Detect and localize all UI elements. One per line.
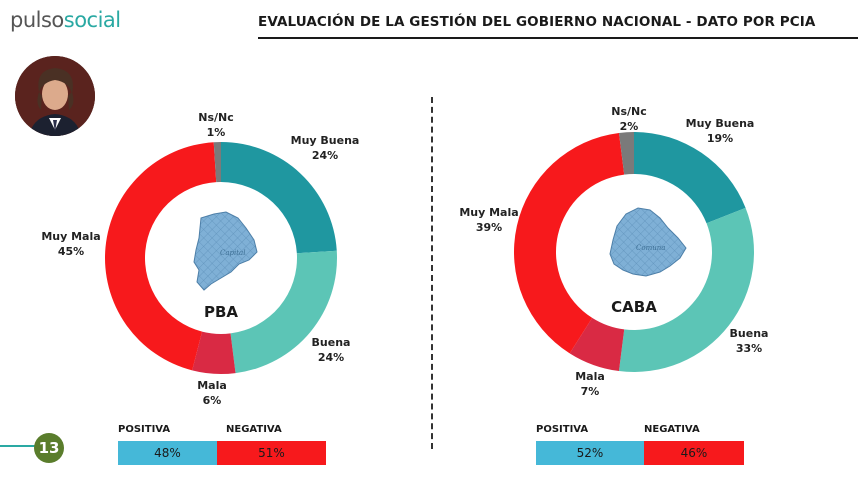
caba-slice-ns-nc: [618, 132, 634, 175]
page-number-line: [0, 445, 36, 447]
pba-value-buena: 24%: [318, 351, 344, 364]
pba-slice-mala: [192, 331, 236, 374]
caba-slice-buena: [618, 207, 754, 372]
caba-slice-mala: [569, 317, 625, 372]
pba-value-nsnc: 1%: [207, 126, 226, 139]
caba-city-map: [609, 207, 687, 277]
page-title: EVALUACIÓN DE LA GESTIÓN DEL GOBIERNO NA…: [258, 14, 816, 30]
caba-slice-muy-buena: [634, 132, 746, 224]
title-underline: [258, 37, 858, 39]
caba-center-label: CABA: [611, 298, 657, 316]
pba-value-muy-buena: 24%: [312, 149, 338, 162]
caba-map-label: Comuna: [636, 244, 665, 252]
chart-pba: Capital PBA Ns/Nc 1% Muy Buena 24% Muy M…: [41, 111, 359, 407]
caba-slice-muy-mala: [514, 132, 625, 354]
chart-caba: Comuna CABA Ns/Nc 2% Muy Buena 19% Muy M…: [459, 105, 768, 398]
caba-label-muy-buena: Muy Buena: [686, 117, 755, 130]
logo-word-social: social: [63, 8, 121, 32]
pba-label-mala: Mala: [197, 379, 227, 392]
page-number: 13: [34, 433, 64, 463]
caba-value-mala: 7%: [581, 385, 600, 398]
brand-logo: pulsosocial: [10, 8, 121, 32]
caba-negativa-heading: NEGATIVA: [644, 424, 700, 435]
caba-positiva-heading: POSITIVA: [536, 424, 589, 435]
pba-label-buena: Buena: [312, 336, 351, 349]
president-portrait: [15, 56, 95, 136]
caba-value-muy-buena: 19%: [707, 132, 733, 145]
pba-negativa-value: 51%: [217, 441, 326, 465]
pba-map-label: Capital: [220, 249, 245, 257]
caba-label-nsnc: Ns/Nc: [611, 105, 647, 118]
pba-slice-muy-mala: [104, 142, 217, 371]
pba-center-label: PBA: [204, 303, 238, 321]
pba-slice-ns-nc: [213, 142, 221, 183]
pba-positiva-heading: POSITIVA: [118, 424, 171, 435]
caba-value-buena: 33%: [736, 342, 762, 355]
caba-slices: [514, 132, 754, 372]
pba-label-muy-mala: Muy Mala: [41, 230, 100, 243]
pba-positiva-value: 48%: [118, 441, 217, 465]
pba-negativa-heading: NEGATIVA: [226, 424, 282, 435]
pba-slices: [104, 142, 337, 374]
caba-positiva-value: 52%: [536, 441, 644, 465]
caba-value-muy-mala: 39%: [476, 221, 502, 234]
pba-slice-buena: [230, 250, 337, 374]
section-divider: [431, 97, 433, 449]
caba-value-nsnc: 2%: [620, 120, 639, 133]
logo-word-pulso: pulso: [10, 8, 64, 32]
caba-label-buena: Buena: [730, 327, 769, 340]
pba-value-mala: 6%: [203, 394, 222, 407]
caba-negativa-value: 46%: [644, 441, 744, 465]
pba-province-map: [193, 211, 258, 291]
pba-label-nsnc: Ns/Nc: [198, 111, 234, 124]
pba-slice-muy-buena: [221, 142, 337, 254]
pba-value-muy-mala: 45%: [58, 245, 84, 258]
caba-label-muy-mala: Muy Mala: [459, 206, 518, 219]
caba-label-mala: Mala: [575, 370, 605, 383]
pba-label-muy-buena: Muy Buena: [291, 134, 360, 147]
